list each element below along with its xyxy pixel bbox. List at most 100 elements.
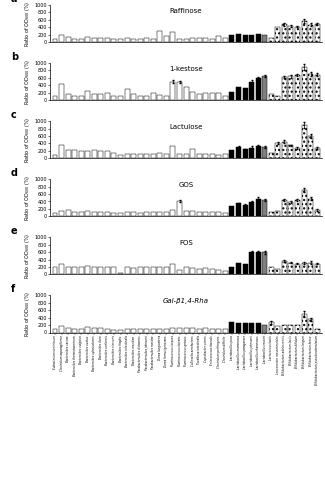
Bar [118,39,123,42]
Bar [262,76,267,100]
Bar [197,94,202,100]
Bar [216,270,221,274]
Bar [118,96,123,100]
Text: a: a [11,0,18,4]
Bar [275,211,280,216]
Bar [289,202,293,216]
Bar [197,269,202,274]
Bar [275,143,280,158]
Bar [223,212,228,216]
Text: b: b [11,52,18,62]
Bar [223,38,228,43]
Bar [302,21,306,42]
Bar [229,206,234,216]
Bar [98,152,103,158]
Bar [249,202,254,216]
Bar [138,38,143,42]
Bar [275,96,280,100]
Bar [124,89,130,101]
Bar [249,323,254,332]
Bar [223,329,228,332]
Bar [111,96,116,100]
Bar [138,329,143,332]
Bar [229,322,234,332]
Bar [79,268,84,274]
Bar [59,211,64,216]
Bar [229,267,234,274]
Bar [269,212,274,216]
Bar [210,93,215,100]
Bar [229,150,234,158]
Bar [111,153,116,158]
Bar [269,153,274,158]
Bar [85,37,90,43]
Bar [302,190,306,216]
Bar [216,93,221,100]
Bar [216,329,221,332]
Bar [164,212,169,216]
Bar [242,88,248,101]
Bar [249,148,254,158]
Bar [315,264,319,274]
Bar [72,96,77,100]
Bar [144,329,149,332]
Bar [138,267,143,274]
Bar [171,32,176,42]
Bar [282,200,287,216]
Bar [308,198,313,216]
Bar [295,325,300,332]
Bar [242,323,248,332]
Bar [315,329,319,332]
Text: d: d [11,168,18,177]
Bar [210,329,215,332]
Bar [203,268,208,274]
Bar [144,38,149,42]
Y-axis label: Ratio of OD$_{600}$ (%): Ratio of OD$_{600}$ (%) [23,116,32,163]
Bar [92,328,97,332]
Bar [131,38,136,42]
Bar [164,154,169,158]
Bar [157,212,162,216]
Bar [190,328,195,332]
Bar [177,328,182,332]
Y-axis label: Ratio of OD$_{600}$ (%): Ratio of OD$_{600}$ (%) [23,290,32,337]
Text: Raffinose: Raffinose [170,8,202,14]
Bar [151,329,156,332]
Bar [249,252,254,274]
Bar [177,201,182,216]
Bar [223,96,228,100]
Bar [210,154,215,158]
Bar [203,212,208,216]
Bar [184,154,188,158]
Bar [111,213,116,216]
Bar [105,212,110,216]
Bar [72,212,77,216]
Bar [302,67,306,100]
Bar [302,125,306,158]
Bar [275,326,280,332]
Bar [118,330,123,332]
Bar [242,35,248,42]
Bar [184,211,188,216]
Bar [242,150,248,158]
Bar [66,37,71,43]
Bar [85,327,90,332]
Bar [53,156,58,158]
Bar [236,204,241,216]
Bar [85,211,90,216]
Bar [131,212,136,216]
Bar [256,146,261,158]
Bar [190,268,195,274]
Bar [308,136,313,158]
Bar [92,150,97,158]
Bar [282,77,287,100]
Bar [59,84,64,100]
Bar [53,38,58,42]
Bar [197,38,202,42]
Bar [124,267,130,274]
Bar [171,82,176,100]
Bar [138,154,143,158]
Bar [197,329,202,332]
Bar [315,148,319,158]
Bar [92,212,97,216]
